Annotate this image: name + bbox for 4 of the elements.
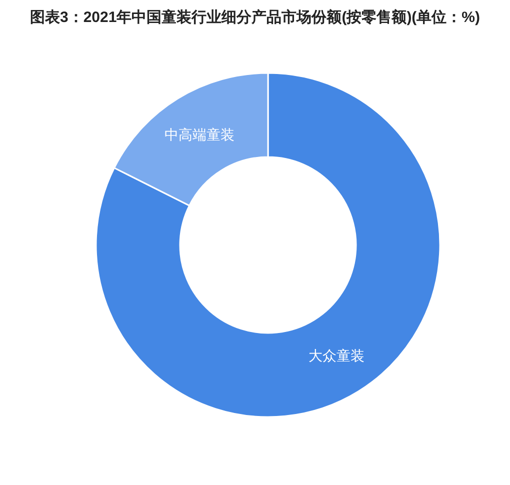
slice-label: 大众童装	[308, 348, 364, 365]
donut-slice	[95, 72, 441, 418]
chart-title: 图表3：2021年中国童装行业细分产品市场份额(按零售额)(单位：%)	[28, 8, 482, 28]
slice-label: 中高端童装	[164, 127, 235, 144]
